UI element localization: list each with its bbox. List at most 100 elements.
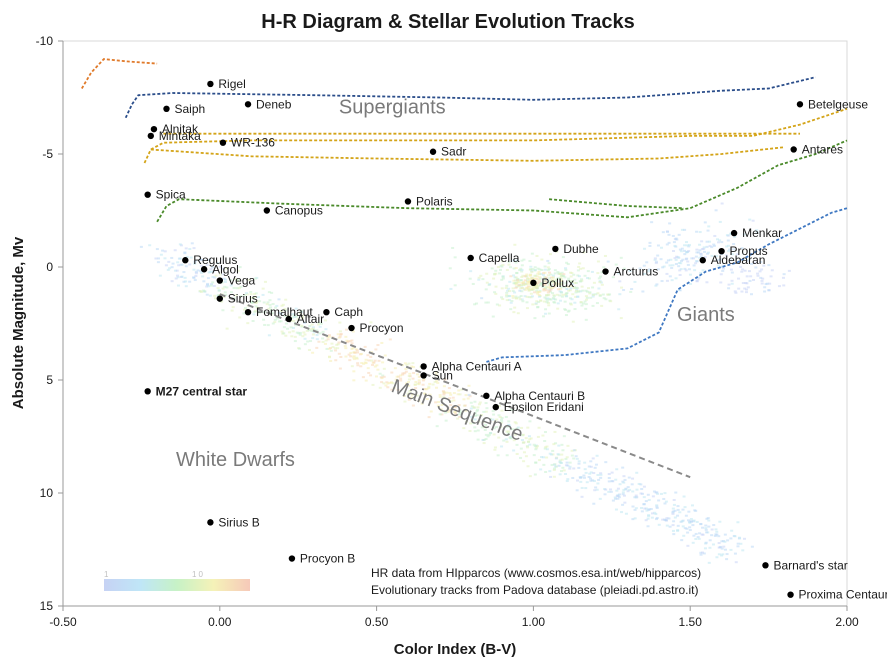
density-cell [670, 279, 674, 282]
density-cell [524, 282, 528, 285]
star-label-altair: Altair [297, 312, 324, 326]
density-cell [556, 453, 560, 456]
density-cell [283, 315, 287, 318]
density-cell [569, 275, 573, 278]
density-cell [384, 384, 388, 387]
density-cell [402, 394, 406, 397]
density-cell [530, 276, 534, 279]
density-cell [622, 289, 626, 292]
density-cell [719, 281, 723, 284]
density-cell [254, 305, 258, 308]
density-cell [390, 388, 394, 391]
density-cell [564, 473, 568, 476]
density-cell [475, 414, 479, 417]
density-cell [453, 256, 457, 259]
star-label-mintaka: Mintaka [159, 129, 201, 143]
density-cell [678, 269, 682, 272]
density-cell [327, 335, 331, 338]
density-cell [642, 264, 646, 267]
star-label-alpha-centauri-a: Alpha Centauri A [432, 359, 522, 373]
density-cell [552, 295, 556, 298]
density-cell [506, 432, 510, 435]
density-cell [519, 447, 523, 450]
density-cell [528, 285, 532, 288]
density-cell [499, 422, 503, 425]
density-cell [399, 374, 403, 377]
density-cell [547, 293, 551, 296]
density-cell [516, 312, 520, 315]
star-label-canopus: Canopus [275, 204, 323, 218]
density-cell [442, 396, 446, 399]
density-cell [360, 352, 364, 355]
density-cell [706, 251, 710, 254]
density-cell [560, 281, 564, 284]
density-cell [514, 261, 518, 264]
density-cell [403, 372, 407, 375]
density-cell [352, 356, 356, 359]
density-cell [564, 267, 568, 270]
density-cell [315, 334, 319, 337]
density-cell [523, 288, 527, 291]
density-cell [615, 468, 619, 471]
density-cell [707, 225, 711, 228]
star-point-sirius-b [207, 519, 214, 526]
density-cell [545, 445, 549, 448]
density-cell [740, 290, 744, 293]
density-cell [507, 260, 511, 263]
density-cell [224, 294, 228, 297]
density-cell [744, 291, 748, 294]
density-cell [180, 275, 184, 278]
density-cell [597, 277, 601, 280]
density-cell [580, 495, 584, 498]
density-cell [639, 492, 643, 495]
density-cell [526, 465, 530, 468]
density-cell [734, 291, 738, 294]
density-cell [530, 252, 534, 255]
density-cell [158, 274, 162, 277]
density-cell [558, 287, 562, 290]
density-cell [579, 301, 583, 304]
density-cell [453, 411, 457, 414]
density-cell [188, 247, 192, 250]
density-cell [509, 437, 513, 440]
density-cell [699, 553, 703, 556]
density-cell [308, 325, 312, 328]
density-cell [473, 426, 477, 429]
density-cell [548, 287, 552, 290]
density-cell [694, 509, 698, 512]
density-cell [369, 355, 373, 358]
density-cell [770, 269, 774, 272]
density-cell [525, 301, 529, 304]
density-cell [493, 420, 497, 423]
density-cell [537, 301, 541, 304]
density-cell [549, 288, 553, 291]
density-cell [473, 418, 477, 421]
density-cell [532, 454, 536, 457]
density-cell [551, 292, 555, 295]
density-cell [486, 435, 490, 438]
density-cell [182, 271, 186, 274]
star-point-pollux [530, 279, 537, 287]
density-cell [516, 279, 520, 282]
density-cell [543, 271, 547, 274]
density-cell [448, 391, 452, 394]
density-cell [231, 306, 235, 309]
density-cell [492, 433, 496, 436]
density-cell [751, 278, 755, 281]
star-label-sirius: Sirius [228, 292, 258, 306]
density-cell [497, 404, 501, 407]
density-cell [676, 505, 680, 508]
density-cell [449, 400, 453, 403]
density-cell [509, 266, 513, 269]
density-cell [249, 297, 253, 300]
density-cell [311, 328, 315, 331]
density-cell [615, 489, 619, 492]
density-cell [317, 340, 321, 343]
density-cell [279, 320, 283, 323]
density-cell [205, 263, 209, 266]
density-cell [485, 281, 489, 284]
density-cell [557, 444, 561, 447]
density-cell [447, 409, 451, 412]
density-cell [261, 287, 265, 290]
density-cell [504, 438, 508, 441]
